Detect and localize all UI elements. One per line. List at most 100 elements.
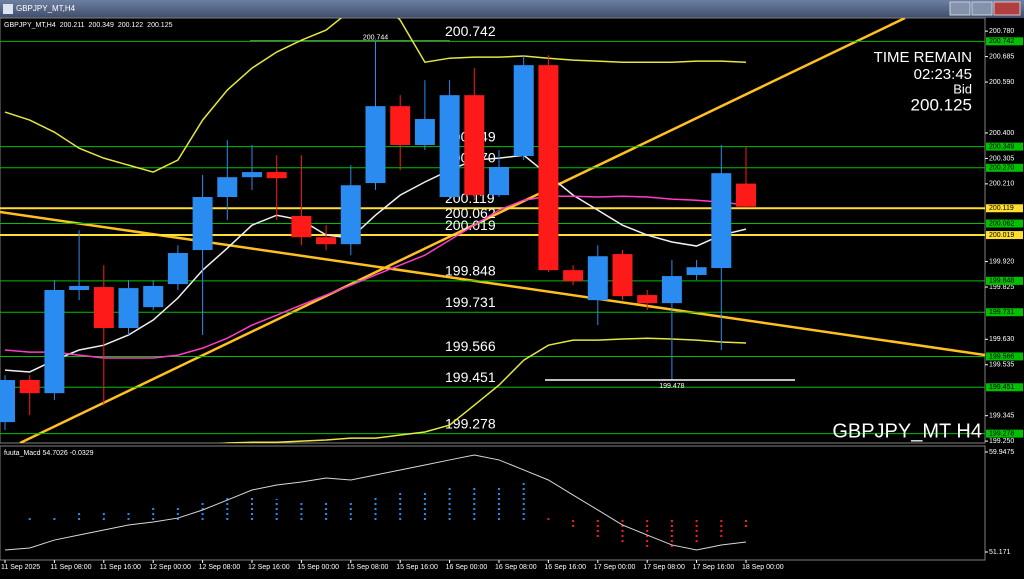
candle-body [266, 172, 287, 179]
symbol-header: GBPJPY_MT,H4 200.211 200.349 200.122 200.125 [4, 22, 173, 29]
candle-body [19, 380, 40, 394]
level-price-box [986, 204, 1023, 213]
y-tick-label: 200.210 [989, 181, 1014, 188]
candle-body [143, 285, 164, 308]
y-tick-label: 200.780 [989, 28, 1014, 35]
candle-body [563, 270, 584, 282]
candle-body [686, 267, 707, 275]
candle-body [316, 237, 337, 245]
level-price-box [986, 231, 1023, 240]
candle-body [69, 285, 90, 290]
window-buttons [949, 1, 1021, 16]
macd-y-tick-label: 51.171 [989, 549, 1011, 556]
candle-body [489, 166, 509, 196]
candle-body [44, 289, 65, 394]
candle-body [736, 183, 756, 207]
y-tick-label: 199.535 [989, 362, 1014, 369]
level-price-box [986, 142, 1023, 151]
level-price-box [986, 163, 1023, 172]
x-tick-label: 12 Sep 00:00 [149, 564, 191, 571]
y-tick-label: 199.250 [989, 438, 1014, 445]
window-title: GBPJPY_MT,H4 [16, 4, 76, 13]
level-price-label: 199.848 [989, 278, 1014, 285]
macd-title: fuuta_Macd 54.7026 -0.0329 [4, 450, 94, 457]
y-tick-label: 200.590 [989, 79, 1014, 86]
level-price-label: 200.349 [989, 143, 1014, 150]
title-bar [0, 0, 1024, 18]
ohlc-value: 200.349 [89, 22, 114, 29]
y-tick-label: 200.400 [989, 130, 1014, 137]
maximize-button[interactable] [971, 1, 993, 16]
x-tick-label: 17 Sep 00:00 [594, 564, 636, 571]
minimize-button[interactable] [949, 1, 971, 16]
y-tick-label: 200.685 [989, 53, 1014, 60]
x-tick-label: 15 Sep 08:00 [347, 564, 389, 571]
macd-panel [0, 445, 986, 561]
macd-chart [4, 454, 747, 551]
x-tick-label: 16 Sep 00:00 [446, 564, 488, 571]
candle-body [390, 106, 411, 146]
level-price-box [986, 37, 1023, 46]
x-tick-label: 12 Sep 08:00 [199, 564, 241, 571]
level-price-box [986, 219, 1023, 228]
overlay: GBPJPY_MT,H4 200.211 200.349 200.122 200.125… [1, 22, 1023, 571]
candle-body [217, 177, 238, 198]
candle-body [0, 380, 15, 423]
x-tick-label: 12 Sep 16:00 [248, 564, 290, 571]
x-tick-label: 15 Sep 00:00 [297, 564, 339, 571]
candle-body [637, 295, 658, 304]
candle-body [464, 95, 485, 196]
candle-body [587, 256, 608, 301]
macd-signal-line [4, 454, 747, 551]
level-price-label: 200.062 [989, 220, 1014, 227]
main-panel [0, 17, 986, 444]
ohlc-value: 200.211 [60, 22, 85, 29]
level-label: 200.062 [445, 205, 496, 221]
level-price-box [986, 308, 1023, 317]
level-price-label: 199.278 [989, 430, 1014, 437]
level-label: 199.731 [445, 294, 496, 310]
level-price-label: 200.019 [989, 232, 1014, 239]
level-price-box [986, 429, 1023, 438]
watermark: GBPJPY_MT H4 [832, 420, 982, 442]
high-label: 200.744 [363, 35, 388, 42]
y-tick-label: 199.920 [989, 258, 1014, 265]
level-price-box [986, 383, 1023, 392]
level-label: 200.019 [445, 217, 496, 233]
time-remain-title: TIME REMAIN [874, 49, 972, 66]
level-price-label: 199.566 [989, 353, 1014, 360]
ohlc-value: 200.122 [118, 22, 143, 29]
candle-body [414, 119, 435, 146]
candle-body [661, 276, 682, 304]
x-tick-label: 16 Sep 08:00 [495, 564, 537, 571]
level-label: 199.451 [445, 369, 496, 385]
x-tick-label: 11 Sep 2025 [1, 564, 40, 571]
candle-body [192, 197, 213, 251]
candle-body [291, 216, 312, 238]
macd-y-tick-label: 59.9475 [989, 449, 1014, 456]
close-button[interactable] [993, 1, 1021, 16]
candle-body [439, 95, 460, 198]
candle-body [340, 185, 361, 245]
indicator-line [218, 337, 747, 443]
trend-line [19, 18, 906, 443]
symbol: GBPJPY_MT,H4 [4, 22, 56, 29]
x-tick-label: 15 Sep 16:00 [396, 564, 438, 571]
level-label: 199.566 [445, 338, 496, 354]
level-price-label: 200.270 [989, 165, 1014, 172]
level-price-label: 200.119 [989, 205, 1014, 212]
bid-label: Bid [953, 81, 972, 96]
y-tick-label: 199.630 [989, 336, 1014, 343]
level-price-label: 199.451 [989, 384, 1014, 391]
x-tick-label: 11 Sep 16:00 [100, 564, 141, 571]
x-tick-label: 16 Sep 16:00 [544, 564, 586, 571]
y-tick-label: 199.825 [989, 284, 1014, 291]
candle-body [513, 65, 534, 157]
x-tick-label: 11 Sep 08:00 [50, 564, 91, 571]
level-price-box [986, 276, 1023, 285]
x-tick-label: 18 Sep 00:00 [742, 564, 784, 571]
indicator-line [4, 18, 747, 173]
y-tick-label: 199.345 [989, 413, 1014, 420]
